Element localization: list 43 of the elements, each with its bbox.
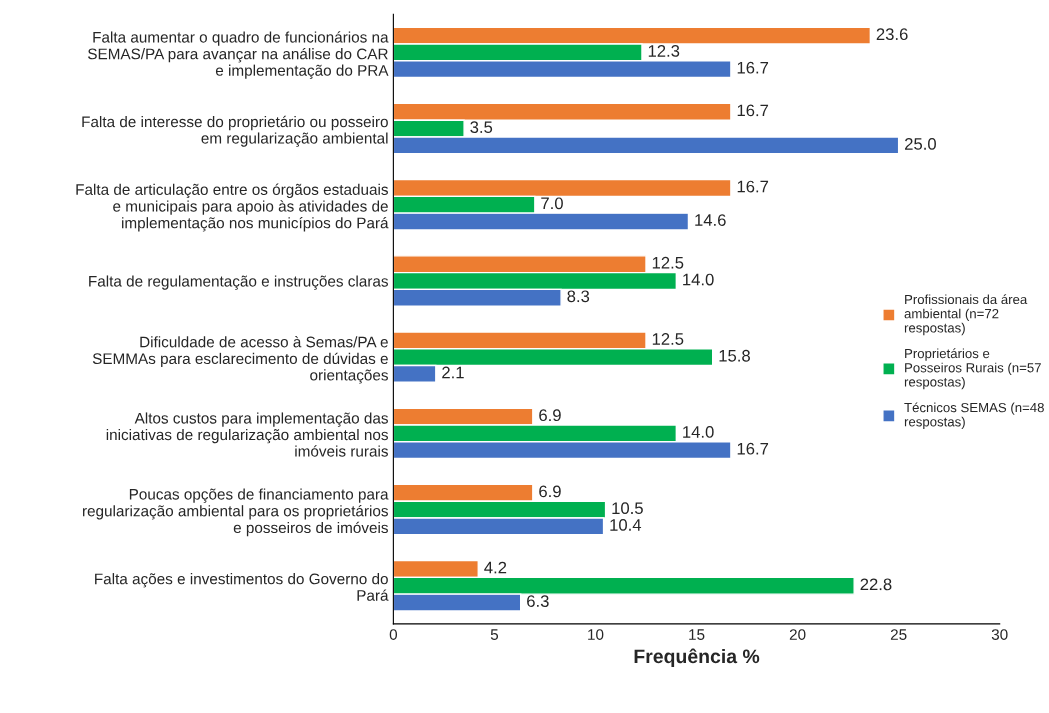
x-axis-title: Frequência % — [634, 648, 760, 668]
data-label: 2.1 — [442, 366, 464, 379]
data-label: 16.7 — [737, 61, 769, 74]
data-label: 22.8 — [860, 578, 892, 591]
data-label: 6.9 — [539, 485, 561, 498]
x-tick-label: 15 — [689, 629, 705, 640]
data-label: 10.4 — [610, 519, 642, 531]
data-label: 14.0 — [683, 273, 714, 286]
y-tick-label: Falta de interesse do proprietário ou posseiro em regularização ambiental — [82, 115, 388, 147]
y-tick-label: Dificuldade de acesso à Semas/PA e SEMMAs para esclarecimento de dúvidas e orientações — [92, 336, 388, 384]
data-label: 10.5 — [612, 502, 643, 515]
y-tick-label: Poucas opções de financiamento para regularização ambiental para os proprietários e posseiros de imóveis — [82, 488, 389, 537]
data-label: 12.5 — [652, 333, 684, 345]
y-tick-label: Falta aumentar o quadro de funcionários na SEMAS/PA para avançar na análise do CAR e implementação do PRA — [88, 31, 389, 79]
data-label: 23.6 — [876, 28, 908, 41]
data-label: 14.0 — [683, 426, 714, 438]
x-tick-label: 30 — [991, 629, 1008, 640]
legend-label: Proprietários e Posseiros Rurais (n=57 respostas) — [904, 348, 1041, 390]
data-label: 7.0 — [541, 197, 563, 210]
data-label: 6.9 — [539, 409, 561, 422]
legend-label: Técnicos SEMAS (n=48 respostas) — [904, 402, 1044, 430]
x-tick-label: 5 — [490, 629, 499, 640]
y-tick-label: Falta de articulação entre os órgãos estaduais e municipais para apoio às atividades de implementação nos municípios do Pará — [76, 183, 389, 232]
data-label: 12.3 — [648, 45, 680, 57]
data-label: 16.7 — [737, 180, 769, 193]
x-tick-label: 20 — [789, 629, 806, 640]
y-tick-label: Altos custos para implementação das iniciativas de regularização ambiental nos imóveis rurais — [106, 412, 388, 457]
data-label: 16.7 — [737, 104, 769, 117]
x-tick-label: 0 — [389, 629, 398, 640]
data-label: 8.3 — [567, 290, 590, 303]
y-tick-label: Falta ações e investimentos do Governo do Pará — [95, 573, 389, 601]
x-tick-label: 10 — [588, 629, 604, 640]
data-label: 14.6 — [695, 214, 726, 226]
y-tick-label: Falta de regulamentação e instruções claras — [89, 275, 388, 290]
legend-label: Profissionais da área ambiental (n=72 respostas) — [904, 294, 1028, 336]
data-label: 16.7 — [737, 442, 769, 455]
data-label: 6.3 — [527, 595, 549, 608]
data-label: 25.0 — [905, 138, 936, 150]
data-label: 12.5 — [652, 256, 684, 269]
data-label: 3.5 — [470, 121, 493, 134]
x-tick-label: 25 — [890, 629, 907, 640]
data-label: 4.2 — [484, 561, 507, 574]
data-label: 15.8 — [719, 349, 750, 362]
